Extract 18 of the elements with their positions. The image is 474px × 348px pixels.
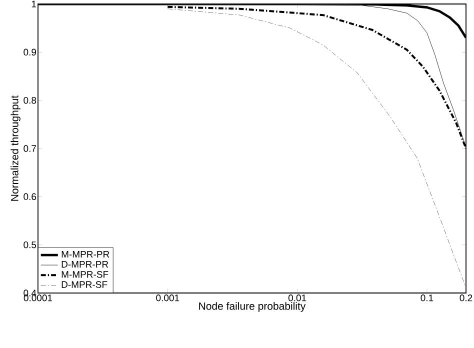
y-tick-label: 0.6: [24, 193, 36, 200]
x-axis-title: Node failure probability: [199, 302, 306, 312]
x-tick-label: 0.01: [288, 294, 306, 302]
x-tick-label: 0.0001: [24, 294, 52, 302]
y-tick-label: 0.8: [24, 96, 36, 104]
y-tick-label: 0.7: [24, 145, 36, 152]
legend-label: M-MPR-SF: [62, 271, 108, 278]
legend-label: D-MPR-PR: [62, 261, 108, 268]
legend-label: D-MPR-SF: [62, 281, 108, 288]
x-tick-label: 0.001: [156, 294, 180, 302]
y-tick-label: 0.5: [24, 241, 36, 248]
y-tick-label: 1: [32, 0, 36, 8]
y-tick-label: 0.9: [24, 48, 36, 56]
x-tick-label: 0.2: [460, 294, 472, 302]
y-tick-label: 0.4: [24, 290, 36, 296]
x-tick-label: 0.1: [420, 294, 434, 302]
legend-label: M-MPR-PR: [62, 251, 110, 258]
y-axis-title: Normalized throughput: [10, 95, 20, 201]
